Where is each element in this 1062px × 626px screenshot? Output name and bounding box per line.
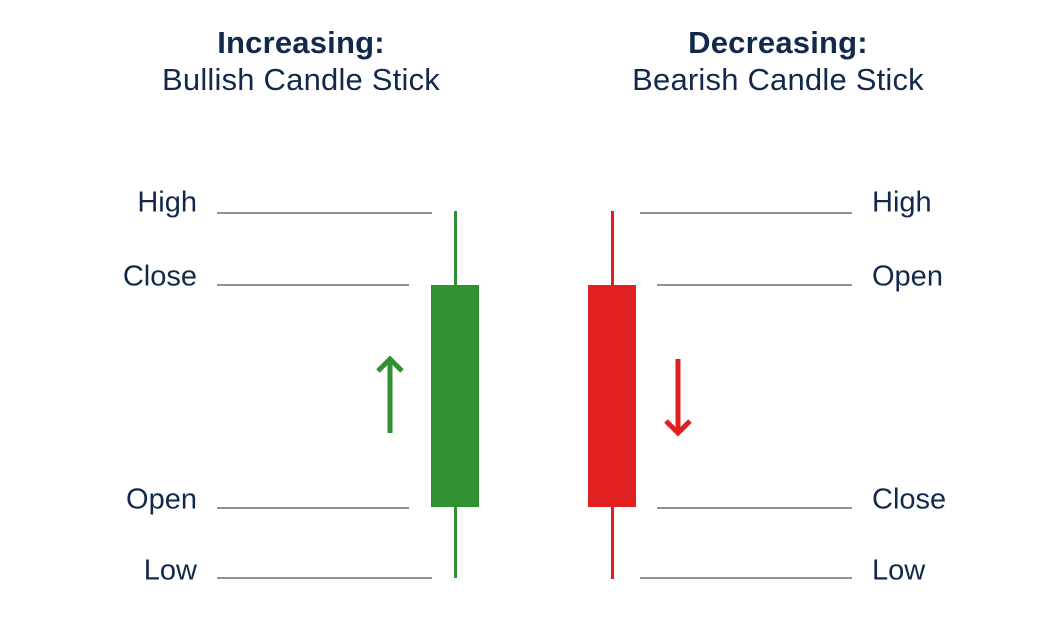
bullish-low-guide-line — [217, 577, 432, 579]
bearish-high-guide-line — [640, 212, 852, 214]
bullish-open-guide-line — [217, 507, 409, 509]
bearish-title-line1: Decreasing: — [688, 25, 868, 60]
bullish-candle-body — [431, 285, 479, 507]
bearish-high-label: High — [872, 186, 932, 219]
down-arrow-icon — [664, 359, 692, 437]
bearish-close-guide-line — [657, 507, 852, 509]
bullish-high-label: High — [137, 186, 197, 219]
bearish-panel-title: Decreasing: Bearish Candle Stick — [632, 24, 924, 98]
bullish-title-line1: Increasing: — [217, 25, 385, 60]
bearish-close-label: Close — [872, 483, 947, 516]
bearish-open-label: Open — [872, 260, 943, 293]
bearish-open-guide-line — [657, 284, 852, 286]
bullish-low-label: Low — [143, 554, 197, 587]
bullish-close-label: Close — [122, 260, 197, 293]
bearish-candle-body — [588, 285, 636, 507]
bullish-close-guide-line — [217, 284, 409, 286]
bullish-high-guide-line — [217, 212, 432, 214]
bullish-title-line2: Bullish Candle Stick — [162, 62, 440, 97]
bearish-title-line2: Bearish Candle Stick — [632, 62, 924, 97]
up-arrow-icon — [376, 355, 404, 433]
bearish-low-guide-line — [640, 577, 852, 579]
bullish-open-label: Open — [126, 483, 197, 516]
bearish-low-label: Low — [872, 554, 926, 587]
bullish-panel-title: Increasing: Bullish Candle Stick — [162, 24, 440, 98]
